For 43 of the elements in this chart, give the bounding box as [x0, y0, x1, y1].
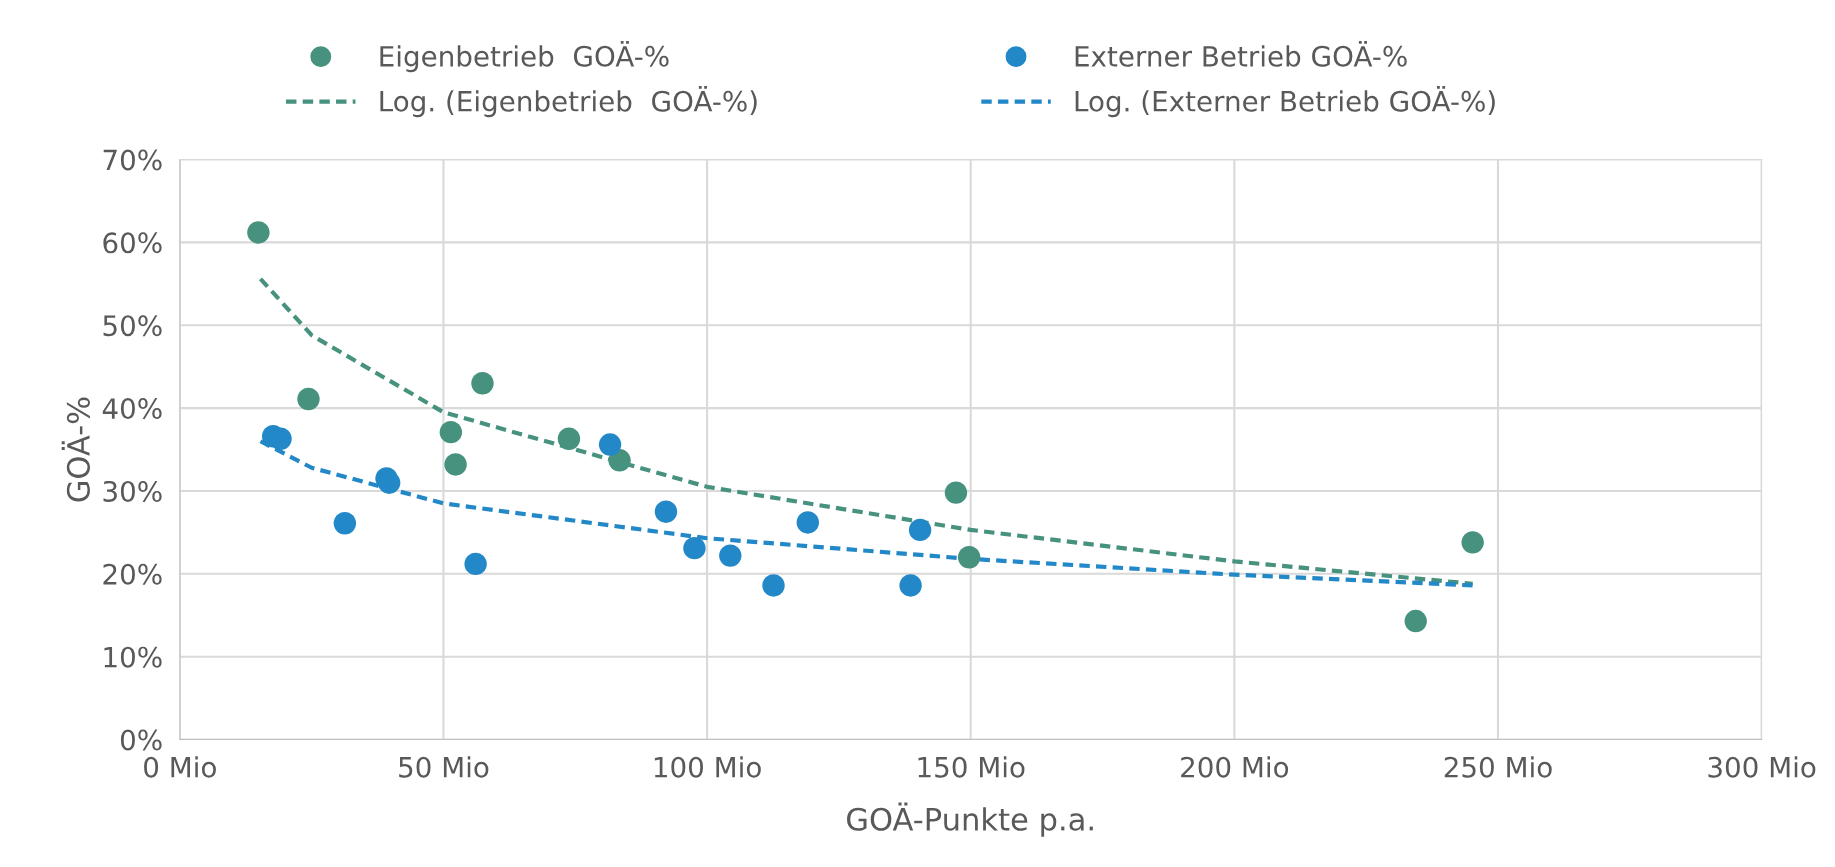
- point: [654, 500, 678, 523]
- line-series: [258, 276, 1475, 586]
- x-tick-label: 200 Mio: [1181, 756, 1289, 778]
- x-tick-label: 250 Mio: [1444, 756, 1552, 778]
- x-tick-label: 150 Mio: [918, 756, 1025, 778]
- x-tick-label: 50 Mio: [399, 756, 489, 778]
- point: [908, 518, 932, 542]
- point: [899, 574, 922, 597]
- y-tick-label: 40%: [102, 398, 162, 420]
- legend-label: Log. (Externer Betrieb GOÄ-%): [1075, 86, 1495, 118]
- y-tick-label: 10%: [104, 646, 162, 668]
- y-tick-label: 30%: [103, 480, 162, 502]
- y-axis-title: GOÄ-%: [61, 397, 90, 502]
- point: [557, 427, 581, 450]
- point: [608, 449, 631, 472]
- y-tick-label: 0%: [120, 729, 162, 751]
- point: [1404, 609, 1427, 633]
- point: [439, 420, 463, 444]
- y-tick-label: 60%: [103, 232, 162, 254]
- y-tick-label: 70%: [103, 149, 162, 171]
- point: [719, 544, 742, 567]
- point: [297, 387, 320, 411]
- point: [333, 512, 357, 535]
- point: [598, 433, 622, 456]
- point: [444, 453, 467, 476]
- y-tick-label: 20%: [103, 563, 162, 585]
- y-tick-label: 50%: [103, 315, 162, 337]
- point: [957, 546, 981, 569]
- x-tick-label: 100 Mio: [654, 756, 761, 778]
- point: [1461, 531, 1484, 554]
- point: [464, 552, 487, 576]
- legend-label: Externer Betrieb GOÄ-%: [1075, 41, 1407, 67]
- point: [683, 536, 706, 560]
- point: [247, 221, 270, 244]
- legend-label: Eigenbetrieb GOÄ-%: [380, 41, 669, 73]
- x-tick-label: 300 Mio: [1708, 756, 1816, 778]
- point: [796, 511, 819, 534]
- point: [471, 372, 494, 395]
- point: [944, 481, 968, 504]
- x-tick-label: 0 Mio: [144, 756, 216, 778]
- legend-label: Log. (Eigenbetrieb GOÄ-%): [380, 86, 757, 118]
- x-axis-title: GOÄ-Punkte p.a.: [847, 802, 1093, 837]
- point: [762, 574, 785, 597]
